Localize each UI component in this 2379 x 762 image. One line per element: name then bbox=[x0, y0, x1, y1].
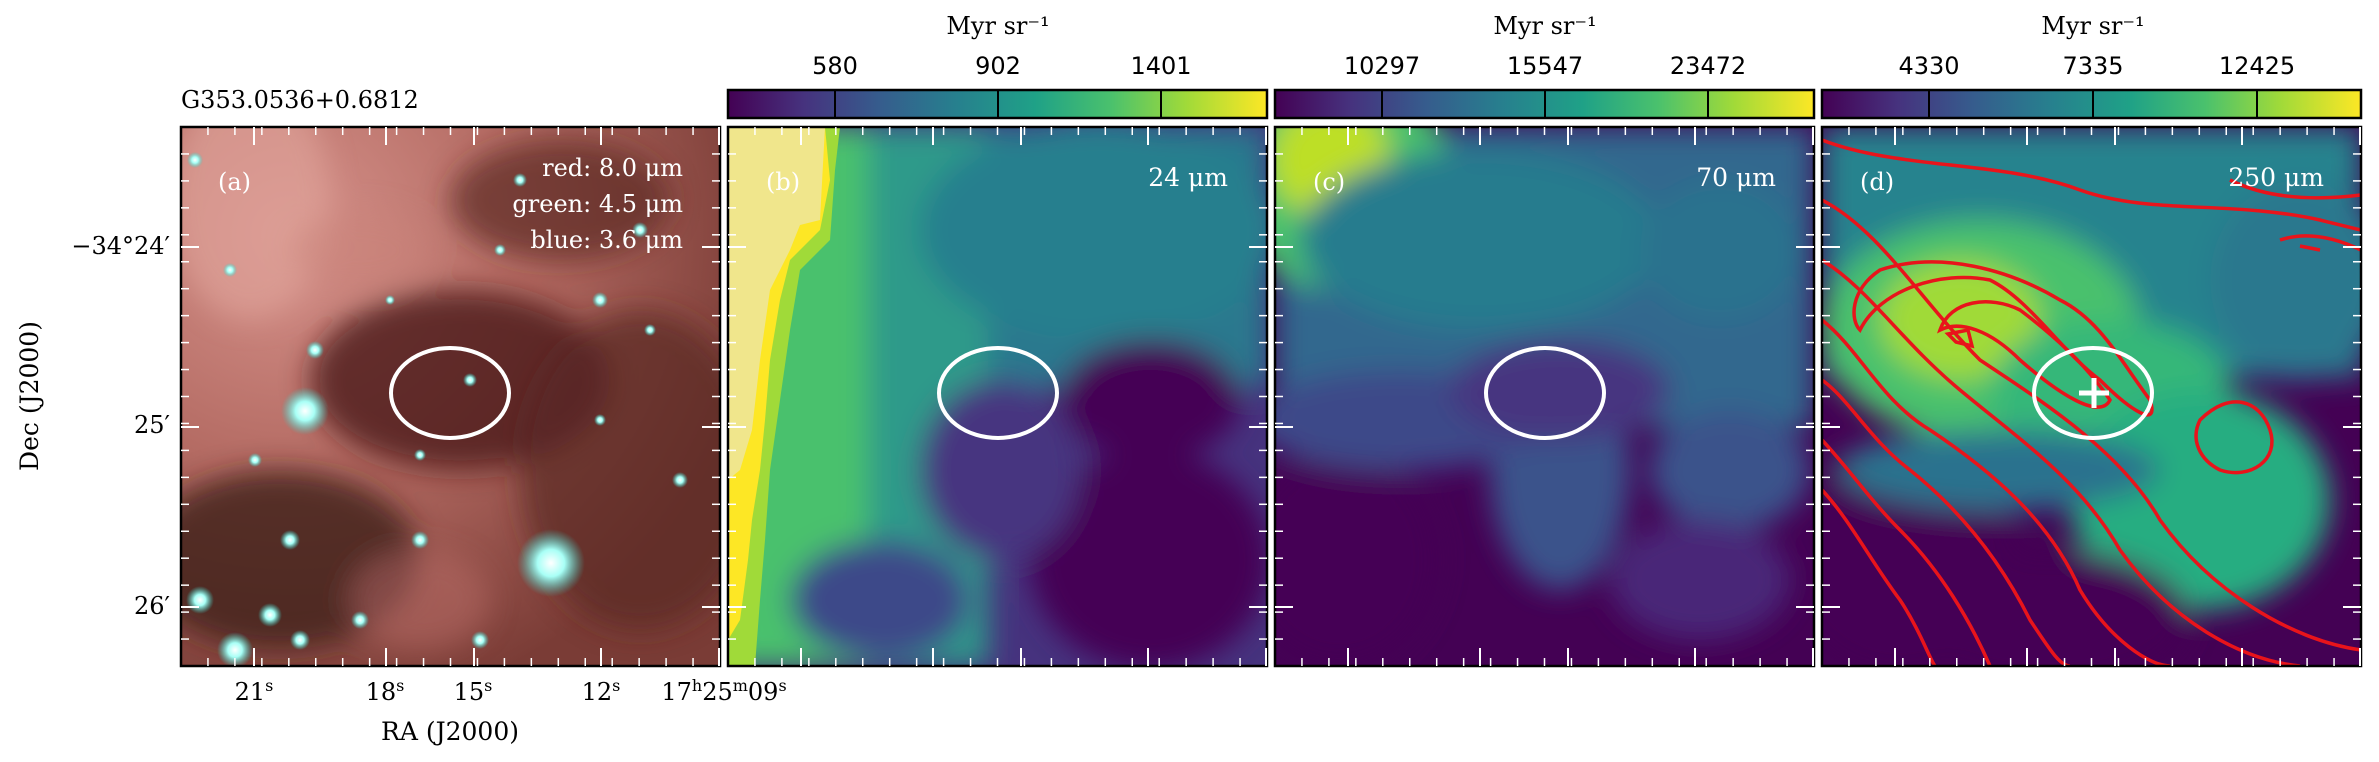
legend-red: red: 8.0 μm bbox=[542, 154, 683, 182]
axis-ticks bbox=[181, 127, 2361, 666]
panel-c-colorbar-tick-3: 23472 bbox=[1670, 52, 1746, 80]
panel-b-image bbox=[728, 127, 1267, 666]
panel-d-label: (d) bbox=[1860, 168, 1894, 196]
panel-a: (a) red: 8.0 μm green: 4.5 μm blue: 3.6 … bbox=[179, 125, 722, 668]
dec-tick-label: −34°24′ bbox=[71, 232, 170, 260]
panel-d-colorbar-tick-2: 7335 bbox=[2062, 52, 2123, 80]
ra-tick-label: 21s bbox=[235, 676, 274, 707]
y-axis-label: Dec (J2000) bbox=[15, 321, 44, 471]
panel-b-label: (b) bbox=[766, 168, 800, 196]
source-aperture-ellipse bbox=[2032, 346, 2154, 440]
source-aperture-ellipse bbox=[1484, 346, 1606, 440]
panel-c-colorbar-unit: Myr sr⁻¹ bbox=[1493, 12, 1596, 40]
panel-c-colorbar-tick-1: 10297 bbox=[1344, 52, 1420, 80]
panel-b-colorbar-tick-3: 1401 bbox=[1130, 52, 1191, 80]
ra-tick-label: 15s bbox=[454, 676, 493, 707]
source-aperture-ellipse bbox=[937, 346, 1059, 440]
panel-c-label: (c) bbox=[1313, 168, 1345, 196]
dec-tick-label: 25′ bbox=[134, 411, 170, 439]
panel-d: (d) 250 μm 4330 7335 12425 Myr sr⁻¹ bbox=[1820, 12, 2363, 668]
panel-c: (c) 70 μm 10297 15547 23472 Myr sr⁻¹ bbox=[1273, 12, 1816, 668]
ra-axis-labels: 21s 18s 15s 12s 17h25m09s bbox=[235, 676, 787, 707]
ra-tick-label: 18s bbox=[366, 676, 405, 707]
panel-c-wavelength: 70 μm bbox=[1696, 163, 1776, 192]
ra-tick-label: 12s bbox=[582, 676, 621, 707]
panel-b-colorbar-tick-1: 580 bbox=[812, 52, 858, 80]
panel-b-wavelength: 24 μm bbox=[1148, 163, 1228, 192]
panel-d-wavelength: 250 μm bbox=[2228, 163, 2324, 192]
panel-c-colorbar-tick-2: 15547 bbox=[1507, 52, 1583, 80]
dec-axis-labels: −34°24′ 25′ 26′ bbox=[71, 232, 170, 620]
panel-d-colorbar-tick-1: 4330 bbox=[1898, 52, 1959, 80]
panel-d-colorbar-tick-3: 12425 bbox=[2219, 52, 2295, 80]
panel-b: (b) 24 μm 580 902 1401 Myr sr⁻¹ bbox=[726, 12, 1269, 668]
panel-a-label: (a) bbox=[218, 168, 251, 196]
panel-d-contours bbox=[1822, 138, 2361, 666]
source-name: G353.0536+0.6812 bbox=[181, 86, 419, 114]
source-aperture-ellipse bbox=[389, 346, 511, 440]
panel-a-image bbox=[181, 127, 720, 666]
panel-d-colorbar bbox=[1820, 88, 2363, 120]
peak-cross-marker bbox=[2079, 378, 2109, 408]
dec-tick-label: 26′ bbox=[134, 592, 170, 620]
x-axis-label: RA (J2000) bbox=[381, 717, 519, 746]
panel-d-image bbox=[1822, 127, 2361, 666]
panel-c-image bbox=[1275, 127, 1814, 666]
legend-blue: blue: 3.6 μm bbox=[530, 226, 683, 254]
panel-b-colorbar-unit: Myr sr⁻¹ bbox=[946, 12, 1049, 40]
panel-b-colorbar-tick-2: 902 bbox=[975, 52, 1021, 80]
ra-tick-label-origin: 17h25m09s bbox=[661, 676, 786, 707]
legend-green: green: 4.5 μm bbox=[512, 190, 683, 218]
panel-d-colorbar-unit: Myr sr⁻¹ bbox=[2041, 12, 2144, 40]
